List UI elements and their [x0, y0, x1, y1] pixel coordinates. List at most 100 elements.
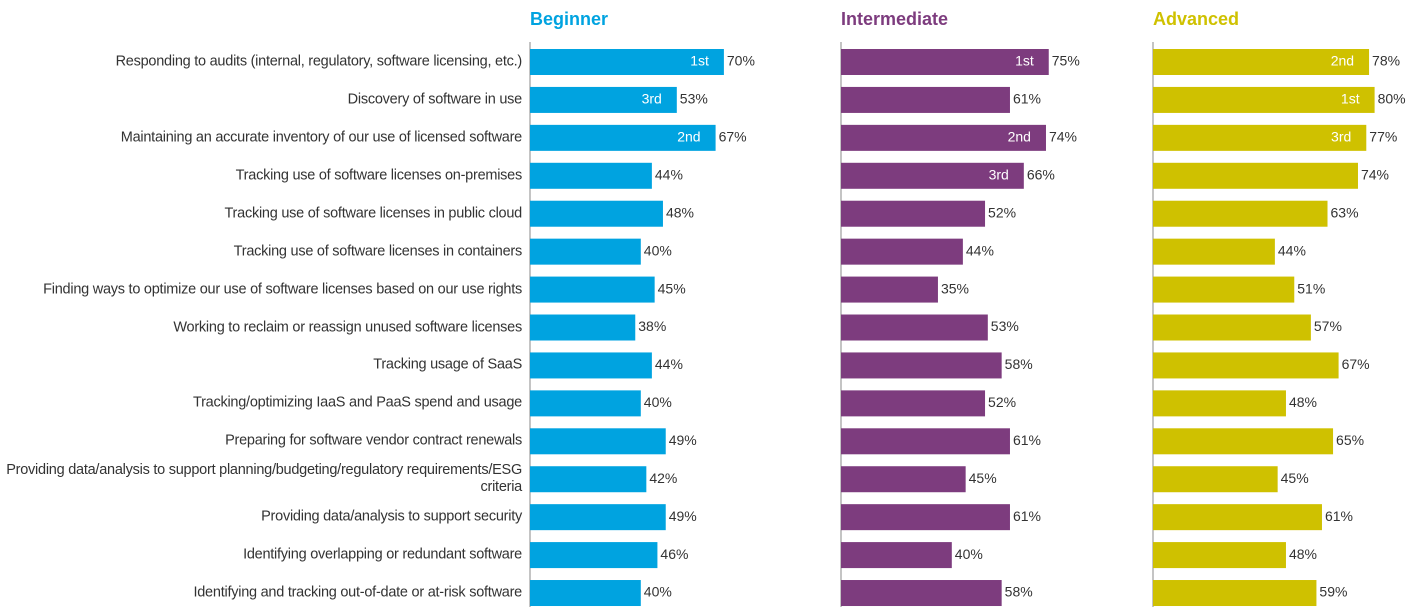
category-label: Maintaining an accurate inventory of our…	[120, 129, 523, 146]
category-label: Tracking use of software licenses in pub…	[224, 205, 522, 222]
rank-label: 3rd	[989, 166, 1009, 182]
bar	[1153, 86, 1375, 113]
value-label: 65%	[1336, 432, 1364, 448]
bar	[530, 162, 652, 189]
value-label: 44%	[655, 356, 683, 372]
panel-title: Advanced	[1153, 9, 1239, 29]
value-label: 38%	[638, 318, 666, 334]
rank-label: 2nd	[677, 129, 700, 145]
rank-label: 1st	[690, 53, 709, 69]
bar	[530, 542, 658, 569]
value-label: 58%	[1005, 356, 1033, 372]
value-label: 61%	[1013, 432, 1041, 448]
bar	[841, 352, 1002, 379]
value-label: 53%	[680, 91, 708, 107]
bar	[1153, 276, 1295, 303]
bar	[530, 49, 724, 75]
category-label: Finding ways to optimize our use of soft…	[43, 281, 522, 298]
value-label: 52%	[988, 394, 1016, 410]
value-label: 40%	[644, 394, 672, 410]
bar	[1153, 200, 1328, 227]
rank-label: 3rd	[1331, 129, 1351, 145]
value-label: 42%	[649, 470, 677, 486]
bar	[1153, 238, 1275, 265]
value-label: 70%	[727, 53, 755, 69]
value-label: 49%	[669, 508, 697, 524]
category-label: Tracking usage of SaaS	[373, 356, 522, 373]
bar	[1153, 124, 1367, 151]
value-label: 52%	[988, 204, 1016, 220]
value-label: 40%	[644, 242, 672, 258]
bar	[841, 86, 1010, 113]
bar	[1153, 504, 1322, 531]
category-label: Providing data/analysis to support plann…	[6, 462, 522, 496]
bar	[841, 124, 1046, 151]
bar	[841, 390, 986, 417]
bar	[1153, 49, 1370, 75]
value-label: 61%	[1325, 508, 1353, 524]
value-label: 44%	[1278, 242, 1306, 258]
bar	[841, 238, 963, 265]
value-label: 57%	[1314, 318, 1342, 334]
value-label: 48%	[1289, 394, 1317, 410]
bar	[530, 314, 636, 341]
value-label: 53%	[991, 318, 1019, 334]
value-label: 59%	[1319, 584, 1347, 600]
bar	[841, 428, 1010, 455]
bar	[530, 238, 641, 265]
value-label: 46%	[660, 546, 688, 562]
value-label: 75%	[1052, 53, 1080, 69]
category-label: Identifying overlapping or redundant sof…	[243, 546, 522, 563]
category-label: Tracking use of software licenses in con…	[233, 243, 523, 260]
bar	[530, 86, 677, 113]
value-label: 80%	[1378, 91, 1406, 107]
bar	[530, 580, 641, 607]
rank-label: 2nd	[1331, 53, 1354, 69]
bar	[530, 428, 666, 455]
value-label: 67%	[1342, 356, 1370, 372]
category-label: Discovery of software in use	[347, 91, 523, 108]
bar	[1153, 542, 1286, 569]
bar	[530, 200, 663, 227]
value-label: 77%	[1369, 129, 1397, 145]
value-label: 67%	[719, 129, 747, 145]
bar	[530, 466, 647, 493]
category-label: Identifying and tracking out-of-date or …	[193, 584, 522, 601]
value-label: 66%	[1027, 166, 1055, 182]
category-label: Working to reclaim or reassign unused so…	[173, 319, 522, 335]
bar	[841, 504, 1010, 531]
value-label: 48%	[666, 204, 694, 220]
value-label: 61%	[1013, 91, 1041, 107]
bar	[1153, 390, 1286, 417]
bar	[841, 466, 966, 493]
value-label: 44%	[655, 166, 683, 182]
value-label: 35%	[941, 280, 969, 296]
value-label: 49%	[669, 432, 697, 448]
value-label: 78%	[1372, 53, 1400, 69]
bar	[841, 542, 952, 569]
value-label: 45%	[969, 470, 997, 486]
panel-title: Intermediate	[841, 9, 948, 29]
bar	[1153, 162, 1358, 189]
bar	[1153, 352, 1339, 379]
bar	[530, 390, 641, 417]
bar	[530, 276, 655, 303]
panel-title: Beginner	[530, 9, 608, 29]
value-label: 74%	[1361, 166, 1389, 182]
bar	[1153, 466, 1278, 493]
bar	[841, 162, 1024, 189]
value-label: 44%	[966, 242, 994, 258]
bar	[1153, 428, 1334, 455]
bar	[841, 49, 1049, 75]
value-label: 40%	[955, 546, 983, 562]
rank-label: 2nd	[1008, 129, 1031, 145]
bar	[841, 314, 988, 341]
bar	[841, 580, 1002, 607]
rank-label: 3rd	[642, 91, 662, 107]
bar	[530, 352, 652, 379]
value-label: 45%	[658, 280, 686, 296]
rank-label: 1st	[1341, 91, 1360, 107]
bar	[530, 124, 716, 151]
